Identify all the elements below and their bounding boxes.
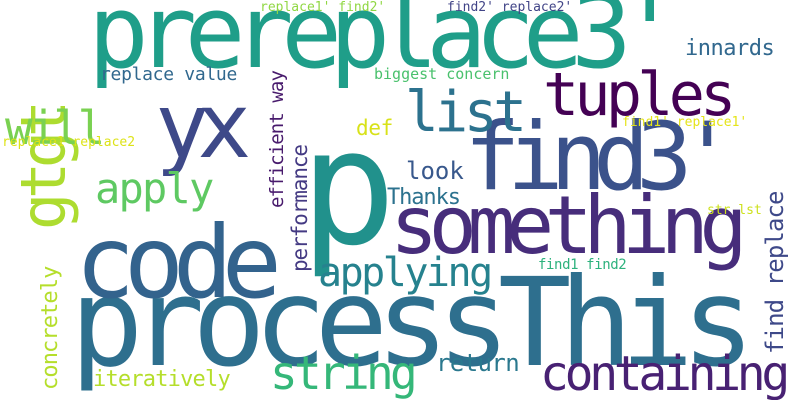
word-tuples: tuples <box>543 60 736 130</box>
word-replace1-replace2: replace1 replace2 <box>2 135 136 150</box>
word-return: return <box>436 349 520 377</box>
word-thanks: Thanks <box>387 185 461 210</box>
word-concretely: concretely <box>38 266 63 390</box>
word-something: something <box>390 179 747 272</box>
word-will: will <box>5 101 105 155</box>
word-biggest-concern: biggest concern <box>374 65 510 83</box>
word-replace1-find2: replace1' find2' <box>260 0 386 15</box>
word-find2-replace2: find2' replace2' <box>447 0 573 15</box>
word-prereplace3: prereplace3' <box>88 0 680 91</box>
word-look: look <box>406 157 464 185</box>
word-applying: applying <box>318 250 493 296</box>
word-find3: find3' <box>464 103 736 212</box>
word-innards: innards <box>685 36 775 61</box>
word-find1-find2: find1 find2 <box>538 257 627 273</box>
word-yx: yx <box>155 74 251 179</box>
word-efficient-way: efficient way <box>266 70 288 208</box>
word-containing: containing <box>540 346 790 400</box>
word-code: code <box>75 204 282 321</box>
word-processthis: processThis <box>70 252 755 394</box>
word-iteratively: iteratively <box>93 367 231 392</box>
word-find-replace: find replace <box>761 191 789 354</box>
word-str-lst: str lst <box>707 203 762 218</box>
word-apply: apply <box>95 164 214 213</box>
word-replace-value: replace value <box>100 64 237 85</box>
word-def: def <box>356 116 394 140</box>
word-performance: performance <box>288 145 312 272</box>
word-string: string <box>270 346 418 400</box>
word-list: list <box>405 80 527 145</box>
word-find1-replace1: find1' replace1' <box>622 115 748 130</box>
word-p: p <box>300 94 397 281</box>
